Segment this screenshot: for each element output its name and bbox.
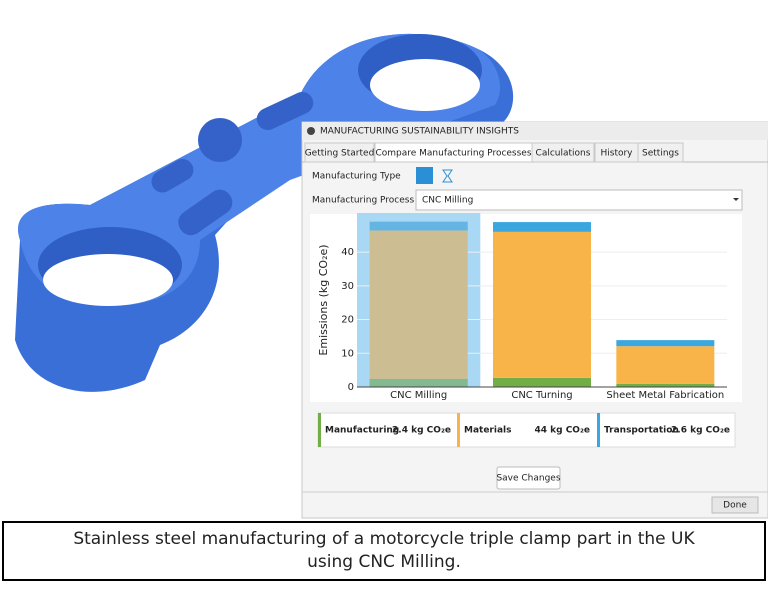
selection-overlay (369, 221, 468, 387)
tab[interactable] (531, 142, 595, 163)
title-bar (302, 122, 768, 140)
caption-line: Stainless steel manufacturing of a motor… (73, 529, 695, 549)
save-button[interactable] (496, 466, 561, 490)
y-tick-label: 10 (341, 348, 354, 359)
bar-segment (493, 231, 591, 378)
bar-segment (616, 383, 715, 387)
bar-segment (493, 222, 591, 232)
bar-segment (369, 221, 468, 231)
y-tick-label: 30 (341, 281, 354, 292)
summary-name: Manufacturing (325, 426, 399, 436)
tab[interactable] (304, 142, 375, 163)
y-tick-label: 0 (348, 382, 354, 393)
process-value: CNC Milling (422, 196, 473, 206)
x-tick-label: CNC Turning (511, 390, 572, 401)
process-label: Manufacturing Process (312, 196, 414, 206)
tab[interactable] (637, 142, 684, 163)
tab-label: History (600, 149, 633, 159)
caption-line: using CNC Milling. (307, 552, 461, 572)
panel-title: MANUFACTURING SUSTAINABILITY INSIGHTS (320, 127, 519, 137)
x-tick-label: Sheet Metal Fabrication (606, 390, 724, 401)
bar-segment (369, 230, 468, 379)
close-icon[interactable] (307, 127, 315, 135)
tab-label: Compare Manufacturing Processes (375, 149, 531, 159)
type-icon[interactable] (442, 169, 453, 183)
process-dropdown[interactable] (415, 189, 743, 211)
summary-marker (597, 413, 600, 447)
tab-label: Calculations (536, 149, 591, 159)
tab-label: Settings (642, 149, 679, 159)
done-label: Done (723, 501, 747, 511)
bar-segment (616, 346, 715, 384)
tab-label: Getting Started (305, 149, 375, 159)
done-button[interactable] (711, 496, 759, 514)
y-tick-label: 20 (341, 315, 354, 326)
summary-name: Materials (464, 426, 511, 436)
caption-box (2, 521, 766, 581)
summary-name: Transportation (604, 426, 679, 436)
dropdown-arrow (733, 198, 739, 201)
summary-marker (318, 413, 321, 447)
summary-box (317, 412, 736, 448)
bar-segment (369, 378, 468, 387)
bar-segment (493, 377, 591, 387)
summary-value: 44 kg CO₂e (534, 426, 590, 436)
y-tick-label: 40 (341, 247, 354, 258)
summary-value: 2.6 kg CO₂e (671, 426, 730, 436)
type-icon-selected[interactable] (416, 167, 433, 184)
x-tick-label: CNC Milling (390, 390, 447, 401)
save-label: Save Changes (496, 474, 560, 484)
bar-segment (616, 340, 715, 347)
summary-value: 2.4 kg CO₂e (392, 426, 451, 436)
type-label: Manufacturing Type (312, 172, 401, 182)
y-axis-title: Emissions (kg CO₂e) (317, 244, 330, 355)
summary-marker (457, 413, 460, 447)
